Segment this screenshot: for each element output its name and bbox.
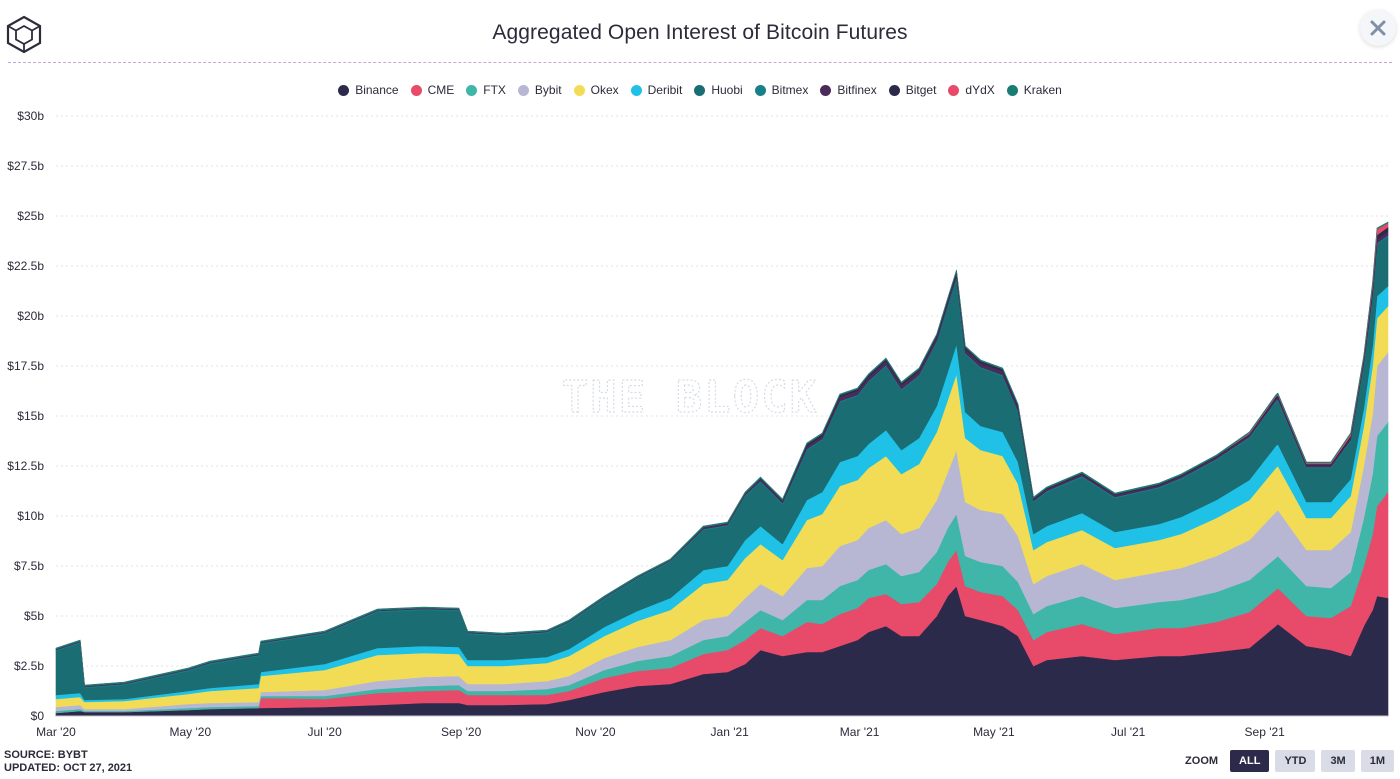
y-tick-label: $25b (17, 209, 44, 223)
y-tick-label: $15b (17, 409, 44, 423)
legend-label: FTX (483, 83, 506, 97)
legend-swatch (410, 84, 422, 96)
zoom-3m-button[interactable]: 3M (1321, 750, 1355, 772)
legend-label: Bybit (534, 83, 562, 97)
updated-text: UPDATED: OCT 27, 2021 (4, 762, 133, 774)
legend-swatch (573, 84, 585, 96)
stacked-area-chart: $0 $2.5b $5b $7.5b $10b $12.5b $15b $17.5b $20b $… (7, 109, 1389, 739)
legend-item-deribit[interactable]: Deribit (630, 83, 683, 97)
watermark: THE BLOCK (562, 372, 818, 423)
chart-title: Aggregated Open Interest of Bitcoin Futu… (492, 21, 908, 44)
zoom-1m-button[interactable]: 1M (1360, 750, 1394, 772)
legend-label: Okex (590, 83, 619, 97)
legend-item-bybit[interactable]: Bybit (517, 83, 562, 97)
legend-swatch (820, 84, 832, 96)
legend-label: Bitmex (771, 83, 809, 97)
footer-source: SOURCE: BYBT UPDATED: OCT 27, 2021 (4, 749, 132, 775)
legend-swatch (630, 84, 642, 96)
x-tick-label: Jan '21 (711, 725, 750, 739)
x-tick-label: Sep '20 (441, 725, 482, 739)
x-tick-label: May '21 (973, 725, 1015, 739)
zoom-all-button[interactable]: ALL (1230, 750, 1270, 772)
zoom-controls: ZOOM ALL YTD 3M 1M (1185, 750, 1394, 772)
legend-item-dydx[interactable]: dYdX (948, 83, 995, 97)
legend-item-ftx[interactable]: FTX (466, 83, 506, 97)
legend-swatch (754, 84, 766, 96)
y-tick-label: $20b (17, 309, 44, 323)
x-tick-label: May '20 (169, 725, 211, 739)
source-text: SOURCE: BYBT (4, 749, 88, 761)
zoom-label: ZOOM (1185, 755, 1219, 767)
x-tick-label: Nov '20 (575, 725, 616, 739)
x-tick-label: Jul '21 (1111, 725, 1146, 739)
legend-item-bitmex[interactable]: Bitmex (754, 83, 809, 97)
y-tick-label: $5b (24, 609, 44, 623)
legend-label: Huobi (711, 83, 743, 97)
y-tick-label: $10b (17, 509, 44, 523)
legend-item-kraken[interactable]: Kraken (1006, 83, 1062, 97)
legend-item-bitfinex[interactable]: Bitfinex (820, 83, 877, 97)
close-icon (1370, 20, 1386, 36)
cube-logo-icon (4, 14, 44, 54)
legend-item-okex[interactable]: Okex (573, 83, 619, 97)
legend-swatch (466, 84, 478, 96)
legend-swatch (1006, 84, 1018, 96)
y-tick-label: $30b (17, 109, 44, 123)
y-tick-label: $27.5b (7, 159, 44, 173)
x-tick-label: Mar '20 (36, 725, 76, 739)
legend-swatch (948, 84, 960, 96)
legend-swatch (888, 84, 900, 96)
legend-item-huobi[interactable]: Huobi (694, 83, 743, 97)
legend-label: Deribit (647, 83, 683, 97)
y-tick-label: $7.5b (14, 559, 44, 573)
y-tick-label: $17.5b (7, 359, 44, 373)
legend-item-bitget[interactable]: Bitget (888, 83, 937, 97)
series-area-kraken (55, 221, 1389, 687)
y-tick-label: $2.5b (14, 659, 44, 673)
legend-label: Kraken (1023, 83, 1062, 97)
y-tick-label: $0 (31, 709, 45, 723)
zoom-ytd-button[interactable]: YTD (1275, 750, 1316, 772)
x-tick-label: Jul '20 (307, 725, 342, 739)
legend-swatch (517, 84, 529, 96)
legend-label: Binance (355, 83, 399, 97)
legend-label: Bitfinex (837, 83, 877, 97)
legend-label: Bitget (905, 83, 937, 97)
header-divider (8, 62, 1392, 63)
chart-legend: Binance CME FTX Bybit Okex Deribit Huobi Bitmex… (0, 83, 1400, 97)
y-tick-label: $12.5b (7, 459, 44, 473)
legend-item-cme[interactable]: CME (410, 83, 455, 97)
x-tick-label: Sep '21 (1245, 725, 1286, 739)
close-button[interactable] (1360, 10, 1396, 46)
legend-item-binance[interactable]: Binance (338, 83, 399, 97)
y-tick-label: $22.5b (7, 259, 44, 273)
legend-label: dYdX (965, 83, 995, 97)
x-tick-label: Mar '21 (840, 725, 880, 739)
legend-label: CME (427, 83, 455, 97)
legend-swatch (338, 84, 350, 96)
legend-swatch (694, 84, 706, 96)
